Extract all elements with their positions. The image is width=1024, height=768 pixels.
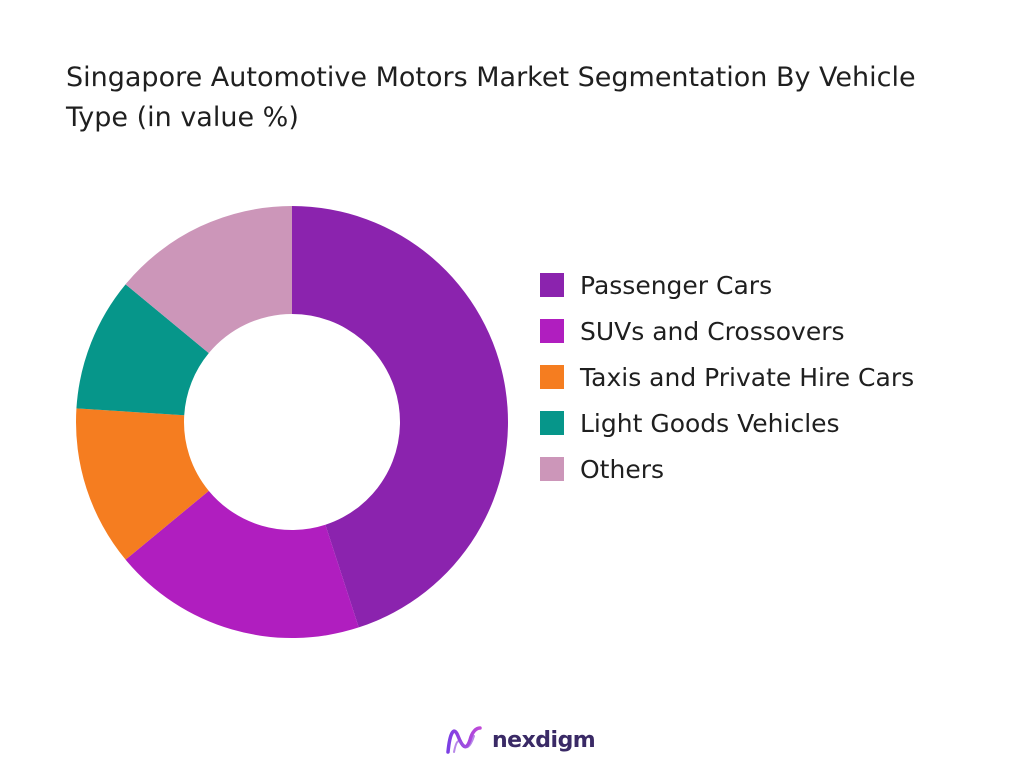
legend-item: Others (540, 446, 914, 492)
legend-label: Passenger Cars (580, 270, 773, 300)
legend: Passenger Cars SUVs and Crossovers Taxis… (540, 262, 914, 492)
legend-label: Light Goods Vehicles (580, 408, 840, 438)
donut-slice (76, 284, 209, 416)
legend-label: SUVs and Crossovers (580, 316, 845, 346)
legend-swatch (540, 273, 564, 297)
nexdigm-logo-icon (446, 726, 482, 754)
chart-title: Singapore Automotive Motors Market Segme… (66, 62, 916, 133)
legend-item: Light Goods Vehicles (540, 400, 914, 446)
donut-slice (125, 490, 359, 639)
legend-item: SUVs and Crossovers (540, 308, 914, 354)
legend-label: Taxis and Private Hire Cars (580, 362, 915, 392)
legend-swatch (540, 411, 564, 435)
legend-label: Others (580, 454, 665, 484)
legend-item: Taxis and Private Hire Cars (540, 354, 914, 400)
donut-slice (125, 206, 292, 354)
legend-item: Passenger Cars (540, 262, 914, 308)
donut-slice (292, 206, 509, 628)
legend-swatch (540, 319, 564, 343)
brand-logo: nexdigm (444, 722, 596, 758)
legend-swatch (540, 365, 564, 389)
brand-name: nexdigm (492, 727, 596, 753)
legend-swatch (540, 457, 564, 481)
donut-slice (75, 408, 209, 560)
